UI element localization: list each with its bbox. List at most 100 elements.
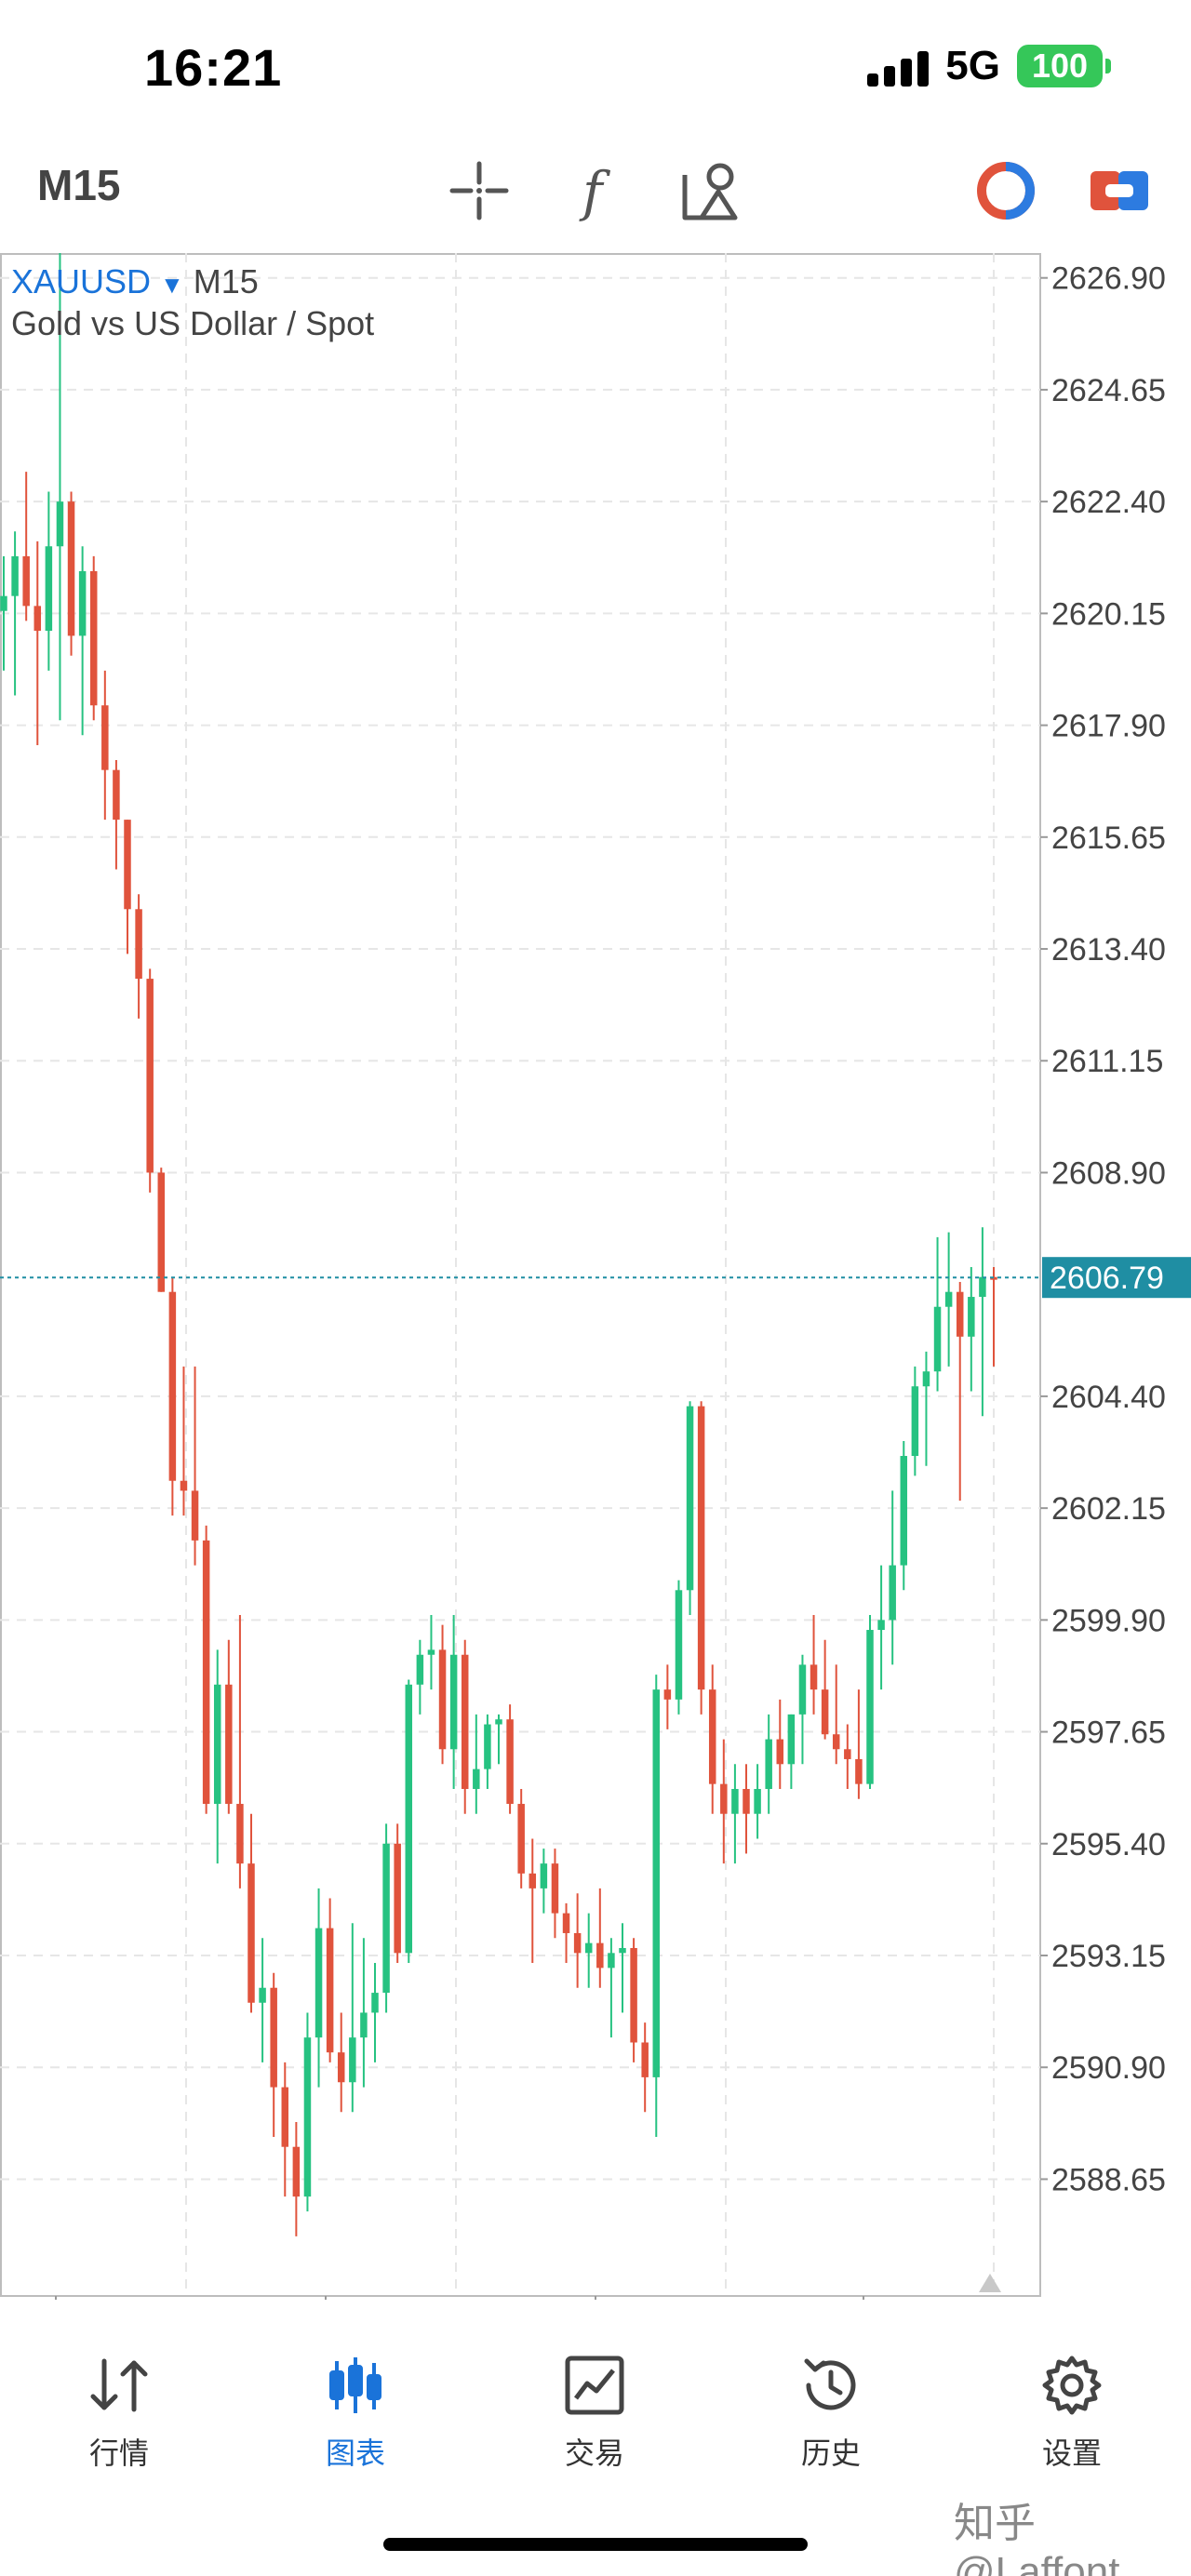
price-label: 2620.15 <box>1051 596 1166 632</box>
nav-history-label: 历史 <box>800 2436 861 2470</box>
indicators-icon[interactable]: f <box>562 158 627 223</box>
nav-trade-label: 交易 <box>564 2436 624 2470</box>
candle-bullish <box>866 1630 874 1784</box>
candle-bearish <box>101 705 109 770</box>
candle-bearish <box>697 1406 705 1690</box>
candle-bearish <box>663 1689 672 1700</box>
history-icon <box>804 2358 856 2410</box>
candle-bearish <box>337 2052 345 2083</box>
candle-bullish <box>0 595 7 611</box>
nav-settings-label: 设置 <box>1041 2436 1102 2470</box>
crosshair-icon[interactable] <box>447 158 512 223</box>
candle-bearish <box>270 1987 277 2088</box>
watermark: 知乎 @Laffont <box>954 2501 1120 2576</box>
candle-bullish <box>619 1947 626 1954</box>
timeframe-button[interactable]: M15 <box>37 161 121 209</box>
candle-bullish <box>371 1993 379 2013</box>
candle-bullish <box>473 1768 480 1790</box>
candle-bullish <box>922 1371 930 1387</box>
candle-bearish <box>326 1928 334 2053</box>
candle-bearish <box>202 1540 210 1805</box>
candle-bearish <box>124 820 131 910</box>
price-label: 2613.40 <box>1051 932 1166 968</box>
candle-bullish <box>56 501 64 547</box>
candle-bullish <box>484 1724 491 1769</box>
candle-bullish <box>675 1590 683 1700</box>
candle-bearish <box>596 1942 604 1969</box>
price-label: 2602.15 <box>1051 1491 1166 1527</box>
candle-bullish <box>877 1620 885 1631</box>
candle-bullish <box>968 1297 975 1337</box>
settings-icon <box>1042 2356 1102 2415</box>
nav-history[interactable]: 历史 <box>756 2344 905 2484</box>
candle-bullish <box>933 1306 942 1372</box>
color-theme-icon[interactable] <box>973 158 1038 223</box>
price-label: 2624.65 <box>1051 373 1166 408</box>
price-label: 2615.65 <box>1051 821 1166 856</box>
candle-bearish <box>33 606 42 632</box>
candle-bearish <box>529 1873 537 1889</box>
nav-settings[interactable]: 设置 <box>997 2344 1146 2484</box>
candle-bearish <box>89 570 98 706</box>
candle-bearish <box>551 1863 559 1914</box>
candle-bearish <box>708 1689 716 1784</box>
candle-bearish <box>191 1490 199 1541</box>
candle-bullish <box>787 1714 796 1765</box>
candle-bearish <box>394 1843 401 1954</box>
symbol-dropdown-icon[interactable]: ▼ <box>160 271 184 299</box>
home-indicator[interactable] <box>383 2538 808 2551</box>
candle-bullish <box>11 555 19 596</box>
candle-bullish <box>303 2037 312 2197</box>
nav-chart-label: 图表 <box>325 2436 385 2470</box>
candle-bearish <box>517 1804 525 1874</box>
candle-bearish <box>832 1734 840 1750</box>
candle-bearish <box>641 2042 649 2077</box>
nav-quotes[interactable]: 行情 <box>45 2344 194 2484</box>
candle-bearish <box>743 1789 750 1814</box>
candle-bearish <box>720 1783 728 1814</box>
price-label: 2611.15 <box>1051 1044 1163 1079</box>
candle-bullish <box>495 1719 502 1725</box>
candle-bullish <box>45 546 53 632</box>
candle-bullish <box>416 1654 424 1685</box>
chart-toolbar: M15 f <box>0 140 1191 256</box>
candle-bullish <box>405 1684 413 1954</box>
price-label: 2593.15 <box>1051 1939 1166 1974</box>
candle-bullish <box>382 1843 390 1994</box>
candle-bearish <box>630 1947 637 2043</box>
candle-bearish <box>146 979 154 1173</box>
candlestick-chart[interactable]: 2626.90 2624.65 2622.40 2620.15 2617.90 2615.… <box>0 253 1191 2300</box>
price-label: 2595.40 <box>1051 1827 1166 1862</box>
signal-icon <box>867 46 930 87</box>
candle-bearish <box>562 1913 570 1933</box>
price-label: 2590.90 <box>1051 2050 1166 2086</box>
nav-chart[interactable]: 图表 <box>281 2344 430 2484</box>
candle-bearish <box>810 1664 818 1690</box>
candle-bullish <box>360 2012 368 2038</box>
objects-icon[interactable] <box>679 158 744 223</box>
chart-icon <box>329 2357 381 2413</box>
battery-level: 100 <box>1031 47 1089 85</box>
price-label: 2617.90 <box>1051 709 1166 744</box>
candle-bearish <box>135 909 142 980</box>
symbol-timeframe: M15 <box>193 262 259 300</box>
candle-bearish <box>281 2087 289 2147</box>
price-label: 2588.65 <box>1051 2162 1166 2197</box>
status-indicators: 5G 100 <box>867 43 1111 89</box>
candle-bearish <box>956 1291 964 1337</box>
candle-bullish <box>911 1386 919 1457</box>
bottom-navigation: 行情 图表 交易 历史 设置 <box>0 2344 1191 2512</box>
nav-trade[interactable]: 交易 <box>520 2344 669 2484</box>
candle-bullish <box>427 1649 435 1655</box>
price-chart[interactable]: 2626.90 2624.65 2622.40 2620.15 2617.90 2615.… <box>0 253 1191 2300</box>
candle-bullish <box>78 570 87 636</box>
candle-bullish <box>731 1789 739 1814</box>
svg-text:f: f <box>579 160 611 223</box>
trade-toggle-icon[interactable] <box>1087 158 1152 223</box>
candle-bearish <box>292 2146 301 2197</box>
symbol-name[interactable]: XAUUSD <box>11 262 152 300</box>
candle-bearish <box>844 1749 851 1759</box>
candle-bullish <box>213 1684 221 1805</box>
candle-bullish <box>944 1291 953 1307</box>
candle-bearish <box>438 1649 447 1750</box>
